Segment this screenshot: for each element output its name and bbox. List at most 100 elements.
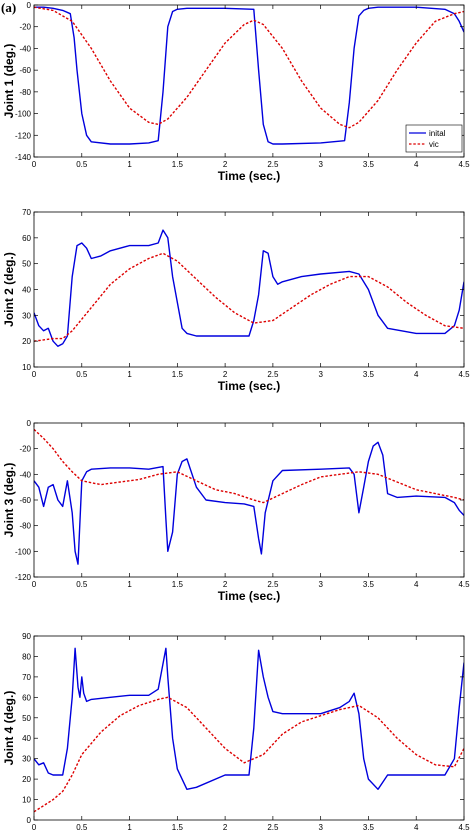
y-tick-label: 10 [22, 796, 31, 805]
x-tick-label: 4.5 [458, 580, 470, 589]
chart-4: 00.511.522.533.544.50102030405060708090T… [2, 632, 470, 831]
y-axis-label: Joint 3 (deg.) [2, 463, 16, 538]
y-tick-label: 80 [22, 652, 31, 661]
y-tick-label: -20 [19, 23, 31, 32]
panel-label: (a) [1, 0, 16, 15]
x-tick-label: 3.5 [363, 580, 375, 589]
x-tick-label: 3 [318, 160, 323, 169]
y-axis-label: Joint 4 (deg.) [2, 691, 16, 766]
y-tick-label: -120 [15, 131, 32, 140]
y-tick-label: 60 [22, 693, 31, 702]
y-tick-label: 50 [22, 260, 31, 269]
series-inital-line [34, 6, 464, 145]
x-tick-label: 1 [127, 370, 132, 379]
series-inital-line [34, 441, 464, 565]
legend-entry-inital: inital [429, 129, 446, 138]
x-tick-label: 3 [318, 580, 323, 589]
y-tick-label: 30 [22, 755, 31, 764]
x-tick-label: 2 [223, 370, 228, 379]
legend-entry-vic: vic [429, 140, 439, 149]
y-axis-label: Joint 1 (deg.) [2, 44, 16, 119]
y-tick-label: -140 [15, 153, 32, 162]
x-tick-label: 1.5 [172, 160, 184, 169]
y-tick-label: 70 [22, 673, 31, 682]
x-tick-label: 1 [127, 580, 132, 589]
x-tick-label: 0 [32, 370, 37, 379]
x-tick-label: 0 [32, 823, 37, 831]
x-tick-label: 4 [414, 823, 419, 831]
x-tick-label: 3.5 [363, 370, 375, 379]
x-tick-label: 0.5 [76, 823, 88, 831]
x-tick-label: 2 [223, 823, 228, 831]
y-tick-label: 50 [22, 714, 31, 723]
series-vic-line [34, 6, 464, 129]
chart-3: 0 0.5 1 1.5 2 2.5 3 3.5 4 4.5 -120 -100 -80 -60 -40 -20… [2, 419, 470, 603]
y-tick-label: 70 [22, 208, 31, 217]
y-tick-label: -80 [19, 522, 31, 531]
plot-frame [33, 635, 465, 821]
x-tick-label: 3.5 [363, 823, 375, 831]
x-axis-label: Time (sec.) [218, 379, 280, 393]
x-tick-label: 3.5 [363, 160, 375, 169]
y-tick-label: -40 [19, 470, 31, 479]
y-tick-label: 60 [22, 234, 31, 243]
y-tick-label: 0 [27, 1, 32, 10]
x-tick-label: 4.5 [458, 160, 470, 169]
plot-frame [33, 211, 465, 368]
x-tick-label: 0.5 [76, 160, 88, 169]
chart-1: 0 0.5 1 1.5 2 2.5 3 3.5 4 4.5 -140 -120 -100 -80 -60 -4… [2, 1, 470, 183]
x-tick-label: 2 [223, 580, 228, 589]
y-axis-label: Joint 2 (deg.) [2, 252, 16, 327]
x-tick-label: 4.5 [458, 823, 470, 831]
x-tick-label: 0.5 [76, 370, 88, 379]
y-tick-label: 10 [22, 363, 31, 372]
x-tick-label: 4 [414, 160, 419, 169]
y-tick-label: 20 [22, 337, 31, 346]
x-tick-label: 2.5 [267, 160, 279, 169]
x-tick-label: 2 [223, 160, 228, 169]
y-tick-label: -80 [19, 88, 31, 97]
x-tick-label: 4.5 [458, 370, 470, 379]
x-tick-label: 0 [32, 580, 37, 589]
x-tick-label: 0.5 [76, 580, 88, 589]
x-tick-label: 2.5 [267, 580, 279, 589]
x-tick-label: 1.5 [172, 823, 184, 831]
y-tick-label: 90 [22, 632, 31, 641]
series-inital-line [34, 229, 464, 347]
y-tick-label: -100 [15, 110, 32, 119]
x-tick-label: 4 [414, 370, 419, 379]
y-tick-label: -60 [19, 496, 31, 505]
x-tick-label: 0 [32, 160, 37, 169]
y-tick-label: -40 [19, 44, 31, 53]
x-axis-label: Time (sec.) [218, 169, 280, 183]
x-axis-label: Time (sec.) [218, 589, 280, 603]
x-tick-label: 1 [127, 823, 132, 831]
y-tick-label: -100 [15, 547, 32, 556]
x-tick-label: 3 [318, 370, 323, 379]
plot-frame [33, 4, 465, 158]
series-vic-line [34, 428, 464, 504]
y-tick-label: 40 [22, 734, 31, 743]
y-tick-label: 20 [22, 775, 31, 784]
series-inital-line [34, 647, 464, 790]
x-tick-label: 4 [414, 580, 419, 589]
plot-frame [33, 422, 465, 578]
legend-box [405, 124, 463, 153]
y-tick-label: 30 [22, 311, 31, 320]
series-vic-line [34, 696, 464, 813]
y-tick-label: 0 [27, 419, 32, 428]
series-vic-line [34, 252, 464, 342]
x-tick-label: 1 [127, 160, 132, 169]
x-tick-label: 2.5 [267, 370, 279, 379]
y-tick-label: 0 [27, 816, 32, 825]
y-tick-label: -120 [15, 573, 32, 582]
y-tick-label: 40 [22, 286, 31, 295]
y-tick-label: -60 [19, 66, 31, 75]
x-tick-label: 3 [318, 823, 323, 831]
x-tick-label: 1.5 [172, 580, 184, 589]
x-tick-label: 2.5 [267, 823, 279, 831]
x-tick-label: 1.5 [172, 370, 184, 379]
chart-2: 0 0.5 1 1.5 2 2.5 3 3.5 4 4.5 10 20 30 40 50 60 70 Time (… [2, 208, 470, 393]
y-tick-label: -20 [19, 445, 31, 454]
